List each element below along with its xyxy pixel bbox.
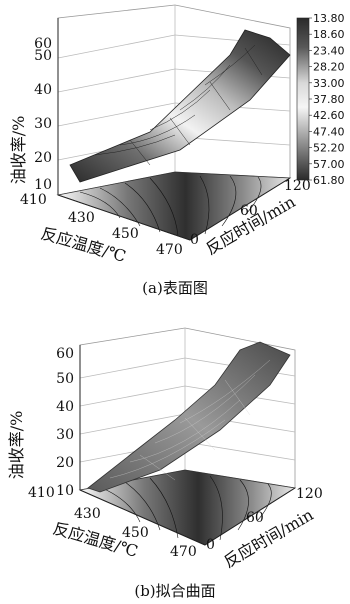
- z-tick: 20: [56, 455, 74, 471]
- y-ticks-a: 0 60 120: [190, 178, 311, 248]
- z-ticks-a: 10 20 30 40 50 60: [34, 36, 52, 193]
- front-axes-b: [79, 345, 296, 546]
- y-tick: 120: [296, 486, 323, 502]
- colorbar-tick-label: 61.80: [313, 174, 345, 187]
- colorbar-tick-label: 13.80: [313, 12, 345, 25]
- surface-mesh-b: [109, 359, 271, 481]
- z-tick: 60: [56, 346, 74, 362]
- z-tick: 10: [34, 177, 52, 193]
- y-tick: 0: [206, 537, 215, 553]
- z-ticks-b: 10 20 30 40 50 60: [56, 346, 74, 499]
- z-tick: 60: [34, 36, 52, 52]
- z-tick: 10: [56, 483, 74, 499]
- caption-a: (a)表面图: [142, 279, 208, 297]
- surface-plot-b: 10 20 30 40 50 60 油收率/% 410 430 450 470 …: [7, 327, 323, 600]
- y-tick: 60: [246, 510, 264, 526]
- x-tick: 450: [112, 226, 139, 242]
- x-ticks-b: 410 430 450 470: [28, 485, 197, 560]
- z-tick: 50: [34, 48, 52, 64]
- colorbar-tick-label: 23.40: [313, 44, 345, 57]
- y-tick: 0: [190, 232, 199, 248]
- colorbar-tick-label: 33.00: [313, 77, 345, 90]
- y-tick: 120: [284, 178, 311, 194]
- colorbar-tick-label: 28.20: [313, 61, 345, 74]
- z-tick: 30: [56, 427, 74, 443]
- z-axis-label-b: 油收率/%: [7, 411, 26, 480]
- response-surface-a: [69, 29, 291, 183]
- z-tick: 30: [34, 116, 52, 132]
- z-tick: 50: [56, 371, 74, 387]
- y-tick: 60: [240, 203, 258, 219]
- colorbar-tick-label: 37.80: [313, 93, 345, 106]
- contour-lines-b: [99, 475, 272, 541]
- y-ticks-b: 0 60 120: [206, 486, 323, 553]
- x-ticks-a: 410 430 450 470: [20, 192, 183, 258]
- x-tick: 430: [68, 210, 95, 226]
- x-tick: 410: [28, 485, 55, 501]
- fitted-surface-b: [87, 341, 291, 493]
- colorbar-tick-label: 18.60: [313, 28, 345, 41]
- colorbar-gradient: [296, 17, 310, 181]
- colorbar-tick-label: 52.20: [313, 142, 345, 155]
- colorbar-tick-label: 42.60: [313, 109, 345, 122]
- surface-mesh-a: [94, 44, 263, 166]
- z-tick: 40: [56, 399, 74, 415]
- x-tick: 410: [20, 192, 47, 208]
- colorbar-tick-label: 57.00: [313, 158, 345, 171]
- x-tick: 470: [156, 242, 183, 258]
- x-tick: 470: [170, 544, 197, 560]
- colorbar-a: 13.80 18.60 23.40 28.20 33.00 37.80 42.60 47.40…: [296, 12, 345, 187]
- z-tick: 20: [34, 150, 52, 166]
- surface-plot-a: 10 20 30 40 50 60 油收率/% 410 430 450 470 …: [9, 4, 345, 297]
- z-axis-label-a: 油收率/%: [9, 116, 28, 185]
- front-axes-a: [57, 18, 291, 241]
- caption-b: (b)拟合曲面: [134, 582, 215, 600]
- x-tick: 450: [122, 525, 149, 541]
- x-tick: 430: [74, 506, 101, 522]
- z-tick: 40: [34, 82, 52, 98]
- colorbar-tick-label: 47.40: [313, 125, 345, 138]
